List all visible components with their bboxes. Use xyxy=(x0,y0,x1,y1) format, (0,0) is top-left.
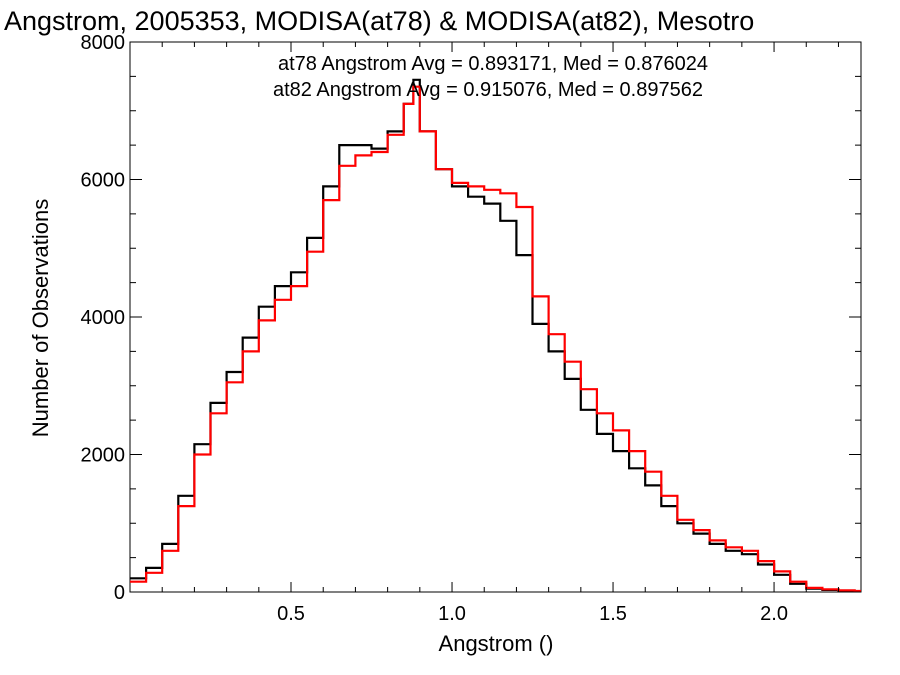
x-tick-label: 1.0 xyxy=(438,603,466,625)
tick-layer: 0.5 1.0 1.5 2.0 0 2000 4000 6000 8000 xyxy=(81,32,861,625)
series-line-at82 xyxy=(130,85,861,593)
legend-entry-at78: at78 Angstrom Avg = 0.893171, Med = 0.87… xyxy=(278,53,708,75)
x-axis-title: Angstrom () xyxy=(439,631,554,656)
legend-entry-at82: at82 Angstrom Avg = 0.915076, Med = 0.89… xyxy=(273,79,703,101)
series-line-at78 xyxy=(130,78,861,593)
y-axis-title: Number of Observations xyxy=(28,199,53,437)
x-tick-label: 0.5 xyxy=(277,603,305,625)
series-layer xyxy=(130,78,861,593)
y-tick-label: 8000 xyxy=(81,32,126,54)
legend: at78 Angstrom Avg = 0.893171, Med = 0.87… xyxy=(273,53,708,101)
x-tick-label: 1.5 xyxy=(599,603,627,625)
y-tick-label: 6000 xyxy=(81,170,126,192)
plot-area: 0.5 1.0 1.5 2.0 0 2000 4000 6000 8000 xyxy=(81,32,862,625)
y-tick-label: 4000 xyxy=(81,307,126,329)
x-tick-label: 2.0 xyxy=(760,603,788,625)
y-tick-label: 2000 xyxy=(81,445,126,467)
y-tick-label: 0 xyxy=(114,582,125,604)
chart-title: Angstrom, 2005353, MODISA(at78) & MODISA… xyxy=(4,6,754,36)
plot-frame xyxy=(129,41,862,593)
